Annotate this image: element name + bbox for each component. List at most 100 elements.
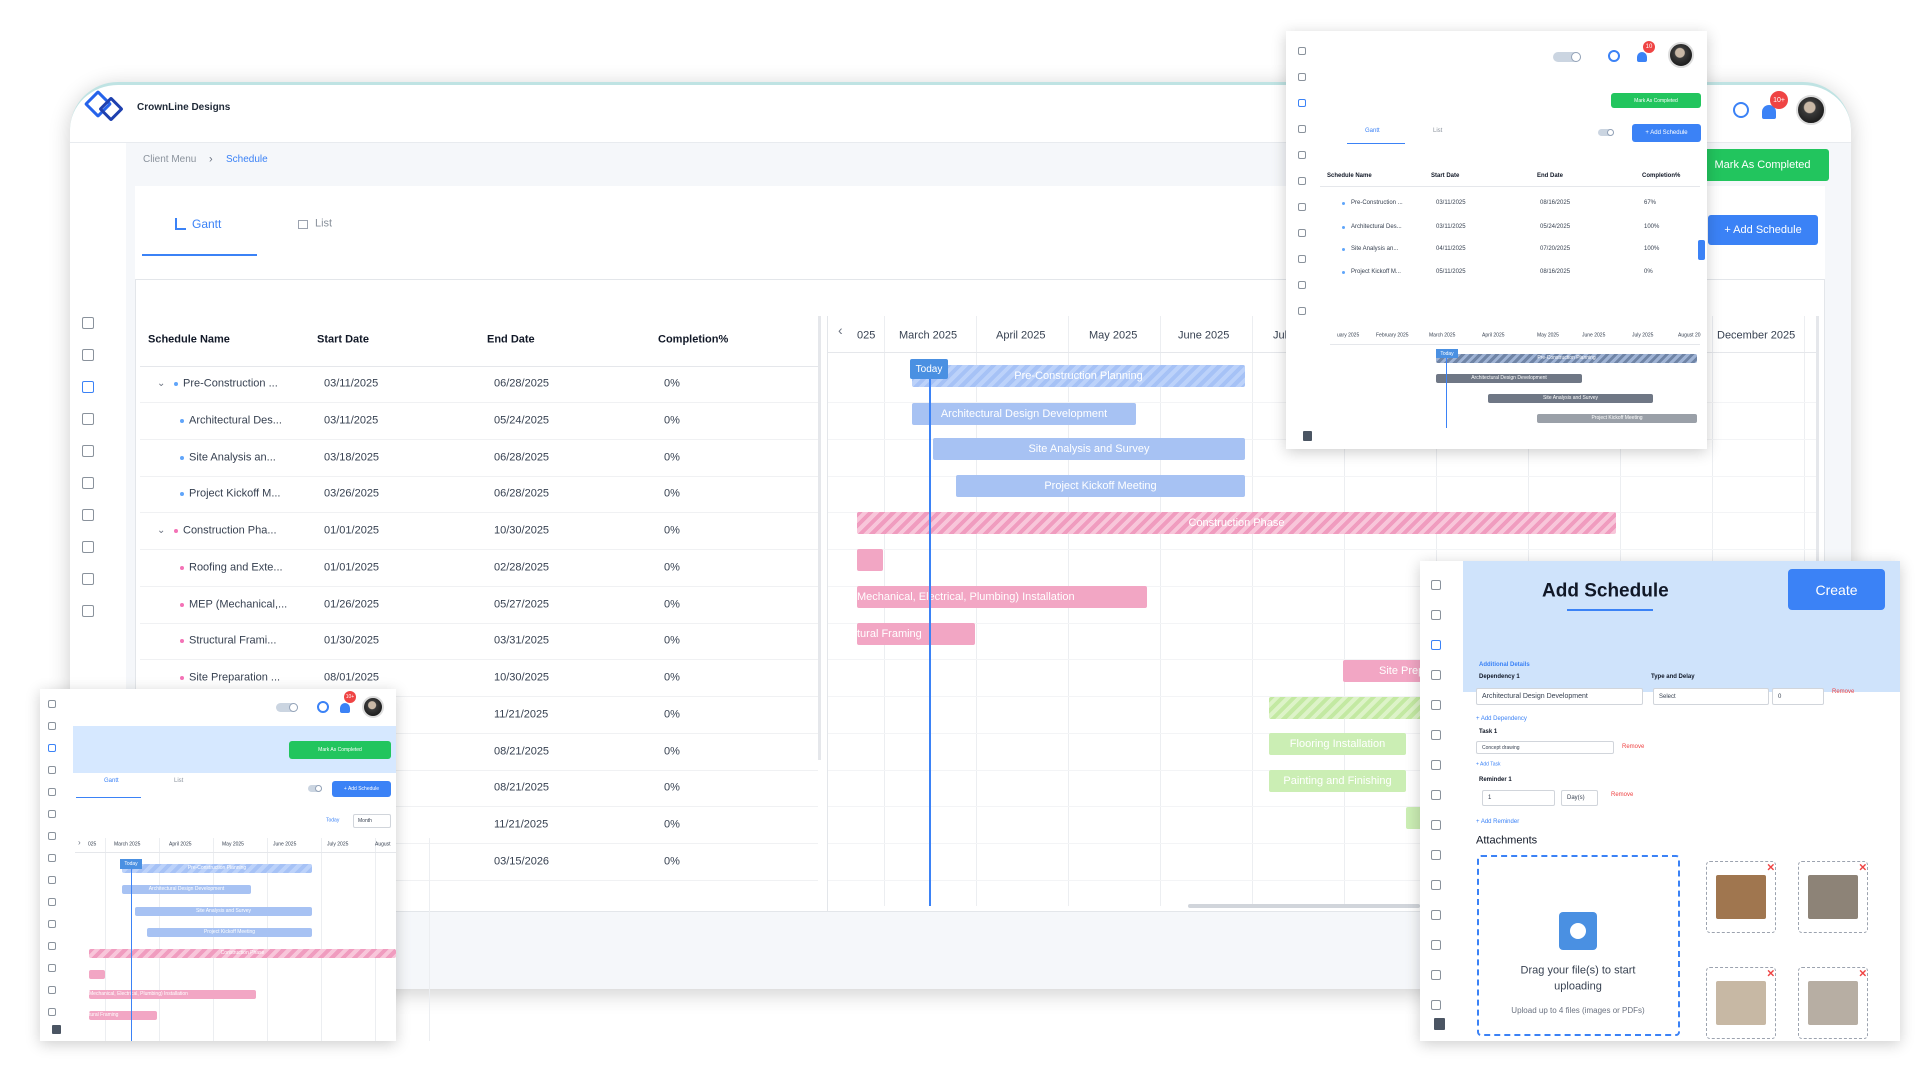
add-link[interactable]: + Add Dependency — [1476, 716, 1527, 722]
nav-icon[interactable] — [48, 1008, 56, 1016]
schedule-name[interactable]: Project Kickoff M... — [1351, 269, 1401, 275]
language-icon[interactable] — [1733, 102, 1749, 118]
dependency-select[interactable]: Architectural Design Development — [1476, 688, 1643, 705]
gantt-scroll-left[interactable]: › — [78, 838, 81, 847]
schedule-name[interactable]: Site Preparation ... — [189, 671, 281, 684]
nav-icon[interactable] — [1431, 640, 1441, 650]
gantt-bar[interactable]: Pre-Construction Planning — [912, 365, 1245, 387]
nav-icon[interactable] — [48, 964, 56, 972]
nav-icon[interactable] — [1431, 760, 1441, 770]
nav-icon[interactable] — [1431, 820, 1441, 830]
gantt-scroll-left[interactable]: ‹ — [838, 322, 843, 338]
view-select[interactable]: Month — [353, 814, 391, 828]
gantt-bar[interactable] — [857, 549, 883, 571]
avatar[interactable] — [362, 696, 384, 718]
nav-icon[interactable] — [48, 700, 56, 708]
tab-list[interactable]: List — [174, 778, 184, 784]
remove-link[interactable]: Remove — [1611, 792, 1634, 798]
toggle[interactable] — [1553, 52, 1581, 62]
remove-link[interactable]: Remove — [1832, 689, 1855, 695]
gantt-bar[interactable]: tural Framing — [857, 623, 975, 645]
gantt-bar[interactable]: Architectural Design Development — [1436, 373, 1582, 383]
mark-completed-button[interactable]: Mark As Completed — [289, 741, 391, 759]
toggle[interactable] — [276, 703, 298, 712]
schedule-name[interactable]: Site Analysis an... — [189, 451, 276, 463]
type-select[interactable]: Select — [1653, 688, 1769, 705]
nav-icon[interactable] — [1298, 47, 1306, 55]
avatar[interactable] — [1796, 95, 1826, 125]
add-link[interactable]: + Add Reminder — [1476, 819, 1520, 825]
nav-icon[interactable] — [1431, 790, 1441, 800]
nav-icon[interactable] — [1431, 730, 1441, 740]
language-icon[interactable] — [317, 701, 329, 713]
nav-icon[interactable] — [48, 942, 56, 950]
nav-icon[interactable] — [1431, 940, 1441, 950]
gantt-bar[interactable]: Site Analysis and Survey — [933, 438, 1245, 460]
nav-icon[interactable] — [82, 413, 94, 425]
nav-icon[interactable] — [82, 509, 94, 521]
schedule-name[interactable]: Architectural Des... — [1351, 224, 1402, 230]
nav-icon[interactable] — [48, 898, 56, 906]
schedule-name[interactable]: Pre-Construction ... — [183, 377, 278, 390]
nav-icon[interactable] — [1298, 307, 1306, 315]
nav-icon[interactable] — [1298, 229, 1306, 237]
nav-icon[interactable] — [1431, 580, 1441, 590]
nav-icon[interactable] — [48, 920, 56, 928]
nav-icon[interactable] — [1298, 255, 1306, 263]
schedule-name[interactable]: Pre-Construction ... — [1351, 200, 1403, 206]
add-schedule-button[interactable]: + Add Schedule — [1632, 124, 1701, 142]
remove-attachment[interactable]: × — [1767, 859, 1775, 875]
add-schedule-button[interactable]: + Add Schedule — [1708, 215, 1818, 245]
schedule-name[interactable]: MEP (Mechanical,... — [189, 598, 288, 610]
nav-icon[interactable] — [1431, 970, 1441, 980]
gantt-bar[interactable]: Flooring Installation — [1269, 733, 1406, 755]
nav-icon[interactable] — [1298, 177, 1306, 185]
gantt-bar[interactable]: Architectural Design Development — [912, 403, 1136, 425]
reminder-input[interactable]: 1 — [1482, 790, 1555, 806]
gantt-bar[interactable]: Pre-Construction Planning — [1436, 353, 1697, 363]
nav-icon[interactable] — [1298, 99, 1306, 107]
gantt-bar[interactable]: tural Framing — [89, 1010, 157, 1020]
nav-icon[interactable] — [48, 722, 56, 730]
tab-gantt[interactable]: Gantt — [1365, 128, 1380, 134]
schedule-name[interactable]: Structural Frami... — [189, 634, 277, 647]
remove-attachment[interactable]: × — [1859, 965, 1867, 981]
gantt-bar[interactable]: Project Kickoff Meeting — [956, 475, 1245, 497]
nav-icon[interactable] — [1431, 610, 1441, 620]
remove-attachment[interactable]: × — [1767, 965, 1775, 981]
notification-icon[interactable] — [1762, 105, 1776, 119]
nav-icon[interactable] — [48, 832, 56, 840]
nav-icon[interactable] — [48, 766, 56, 774]
nav-icon[interactable] — [1298, 203, 1306, 211]
tab-gantt[interactable]: Gantt — [192, 217, 222, 231]
create-button[interactable]: Create — [1788, 569, 1885, 610]
gantt-bar[interactable] — [89, 969, 105, 979]
nav-icon[interactable] — [1431, 700, 1441, 710]
schedule-name[interactable]: Project Kickoff M... — [189, 487, 281, 500]
expand-chevron[interactable]: ⌄ — [157, 525, 166, 536]
reminder-unit[interactable]: Day(s) — [1561, 790, 1598, 806]
nav-icon[interactable] — [82, 381, 94, 393]
nav-icon[interactable] — [1298, 281, 1306, 289]
mark-completed-button[interactable]: Mark As Completed — [1611, 93, 1701, 108]
tab-list[interactable]: List — [1433, 128, 1443, 134]
notification-icon[interactable] — [340, 703, 350, 713]
nav-icon[interactable] — [1298, 125, 1306, 133]
task-select[interactable]: Concept drawing — [1476, 741, 1614, 754]
nav-icon[interactable] — [1431, 670, 1441, 680]
nav-icon[interactable] — [1431, 1000, 1441, 1010]
avatar[interactable] — [1668, 42, 1694, 68]
today-button[interactable]: Today — [326, 817, 340, 824]
gantt-bar[interactable]: Site Analysis and Survey — [1488, 393, 1653, 403]
nav-icon[interactable] — [82, 317, 94, 329]
delay-input[interactable]: 0 — [1772, 688, 1824, 705]
nav-icon[interactable] — [82, 349, 94, 361]
nav-icon[interactable] — [48, 986, 56, 994]
dropzone[interactable] — [1477, 855, 1680, 1036]
tab-list[interactable]: List — [315, 217, 333, 230]
nav-icon[interactable] — [1431, 850, 1441, 860]
gantt-bar[interactable]: Project Kickoff Meeting — [1537, 413, 1697, 423]
nav-icon[interactable] — [82, 573, 94, 585]
schedule-name[interactable]: Site Analysis an... — [1351, 246, 1399, 252]
gantt-bar[interactable]: Mechanical, Electrical, Plumbing) Instal… — [857, 586, 1147, 608]
